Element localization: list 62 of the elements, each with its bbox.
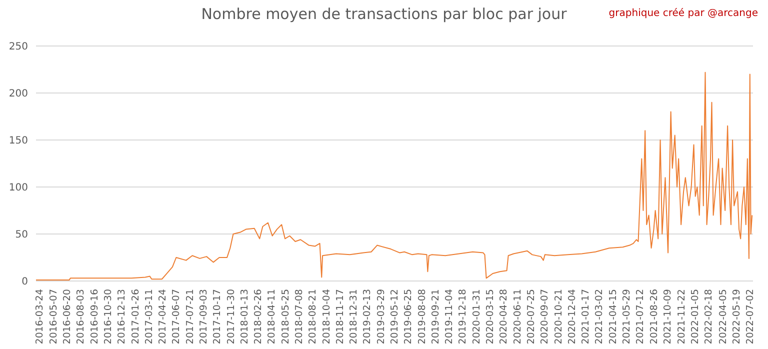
x-tick-label: 2021-10-09: [662, 289, 674, 344]
x-tick-label: 2020-10-21: [553, 289, 564, 344]
x-tick-label: 2017-04-24: [158, 289, 169, 344]
x-tick-label: 2016-03-24: [34, 289, 46, 344]
x-tick-label: 2021-07-12: [635, 289, 646, 344]
x-tick-label: 2018-01-13: [239, 289, 250, 344]
x-tick-label: 2017-03-11: [144, 289, 155, 344]
x-tick-label: 2017-06-07: [171, 289, 182, 344]
x-tick-label: 2016-12-13: [116, 289, 128, 344]
x-tick-label: 2020-03-15: [485, 289, 496, 344]
line-series: [36, 72, 753, 281]
y-tick-label: 200: [8, 88, 28, 100]
x-tick-label: 2019-12-18: [458, 289, 469, 344]
y-tick-label: 50: [15, 230, 28, 241]
x-tick-label: 2019-06-25: [403, 289, 414, 344]
x-tick-label: 2019-08-08: [416, 289, 428, 344]
x-tick-label: 2022-04-05: [718, 289, 729, 344]
x-tick-label: 2018-10-04: [321, 289, 332, 344]
x-tick-label: 2021-05-29: [621, 289, 632, 344]
x-tick-label: 2022-01-05: [690, 289, 702, 344]
x-tick-label: 2022-07-02: [745, 289, 756, 344]
x-tick-label: 2021-11-22: [676, 289, 688, 344]
x-tick-label: 2019-11-04: [444, 289, 456, 344]
x-tick-label: 2017-01-26: [130, 289, 142, 344]
x-tick-label: 2016-10-30: [102, 289, 114, 344]
y-tick-label: 250: [8, 42, 28, 53]
x-tick-label: 2020-12-04: [566, 289, 578, 344]
x-tick-label: 2016-06-20: [62, 289, 74, 344]
x-tick-label: 2018-05-25: [280, 289, 292, 344]
x-tick-label: 2019-02-13: [362, 289, 374, 344]
x-tick-label: 2022-02-18: [704, 289, 715, 344]
y-tick-label: 150: [8, 136, 28, 147]
text: graphique créé par @arcange: [608, 8, 758, 19]
x-tick-label: 2021-04-15: [608, 289, 619, 344]
x-tick-label: 2017-10-17: [212, 289, 224, 344]
x-tick-label: 2018-04-11: [266, 289, 278, 344]
x-tick-label: 2022-05-19: [732, 289, 743, 344]
x-tick-label: 2018-08-21: [308, 289, 319, 344]
x-tick-label: 2021-01-17: [580, 289, 592, 344]
x-tick-label: 2019-03-29: [376, 289, 387, 344]
x-tick-label: 2016-08-03: [76, 289, 87, 344]
x-tick-label: 2019-05-12: [390, 289, 401, 344]
chart-title: Nombre moyen de transactions par bloc par jour: [201, 5, 567, 23]
x-tick-label: 2016-09-16: [89, 289, 100, 344]
x-tick-label: 2017-09-03: [198, 289, 210, 344]
x-tick-label: 2020-01-31: [471, 289, 482, 344]
x-tick-label: 2018-11-17: [334, 289, 346, 344]
x-tick-label: 2019-09-21: [430, 289, 442, 344]
x-tick-label: 2018-07-08: [294, 289, 306, 344]
x-tick-label: 2017-07-21: [184, 289, 196, 344]
x-tick-label: 2016-05-07: [48, 289, 60, 344]
x-tick-label: 2020-07-25: [526, 289, 537, 344]
x-tick-label: 2020-09-07: [540, 289, 551, 344]
y-tick-label: 0: [22, 276, 28, 288]
y-tick-label: 100: [8, 182, 28, 194]
x-tick-label: 2018-02-26: [253, 289, 264, 344]
x-tick-label: 2018-12-31: [348, 289, 360, 344]
x-tick-label: 2021-03-02: [594, 289, 606, 344]
x-tick-label: 2020-04-28: [498, 289, 510, 344]
x-tick-label: 2017-11-30: [226, 289, 237, 344]
x-tick-label: 2020-06-11: [512, 289, 524, 344]
x-tick-label: 2021-08-26: [649, 289, 660, 344]
